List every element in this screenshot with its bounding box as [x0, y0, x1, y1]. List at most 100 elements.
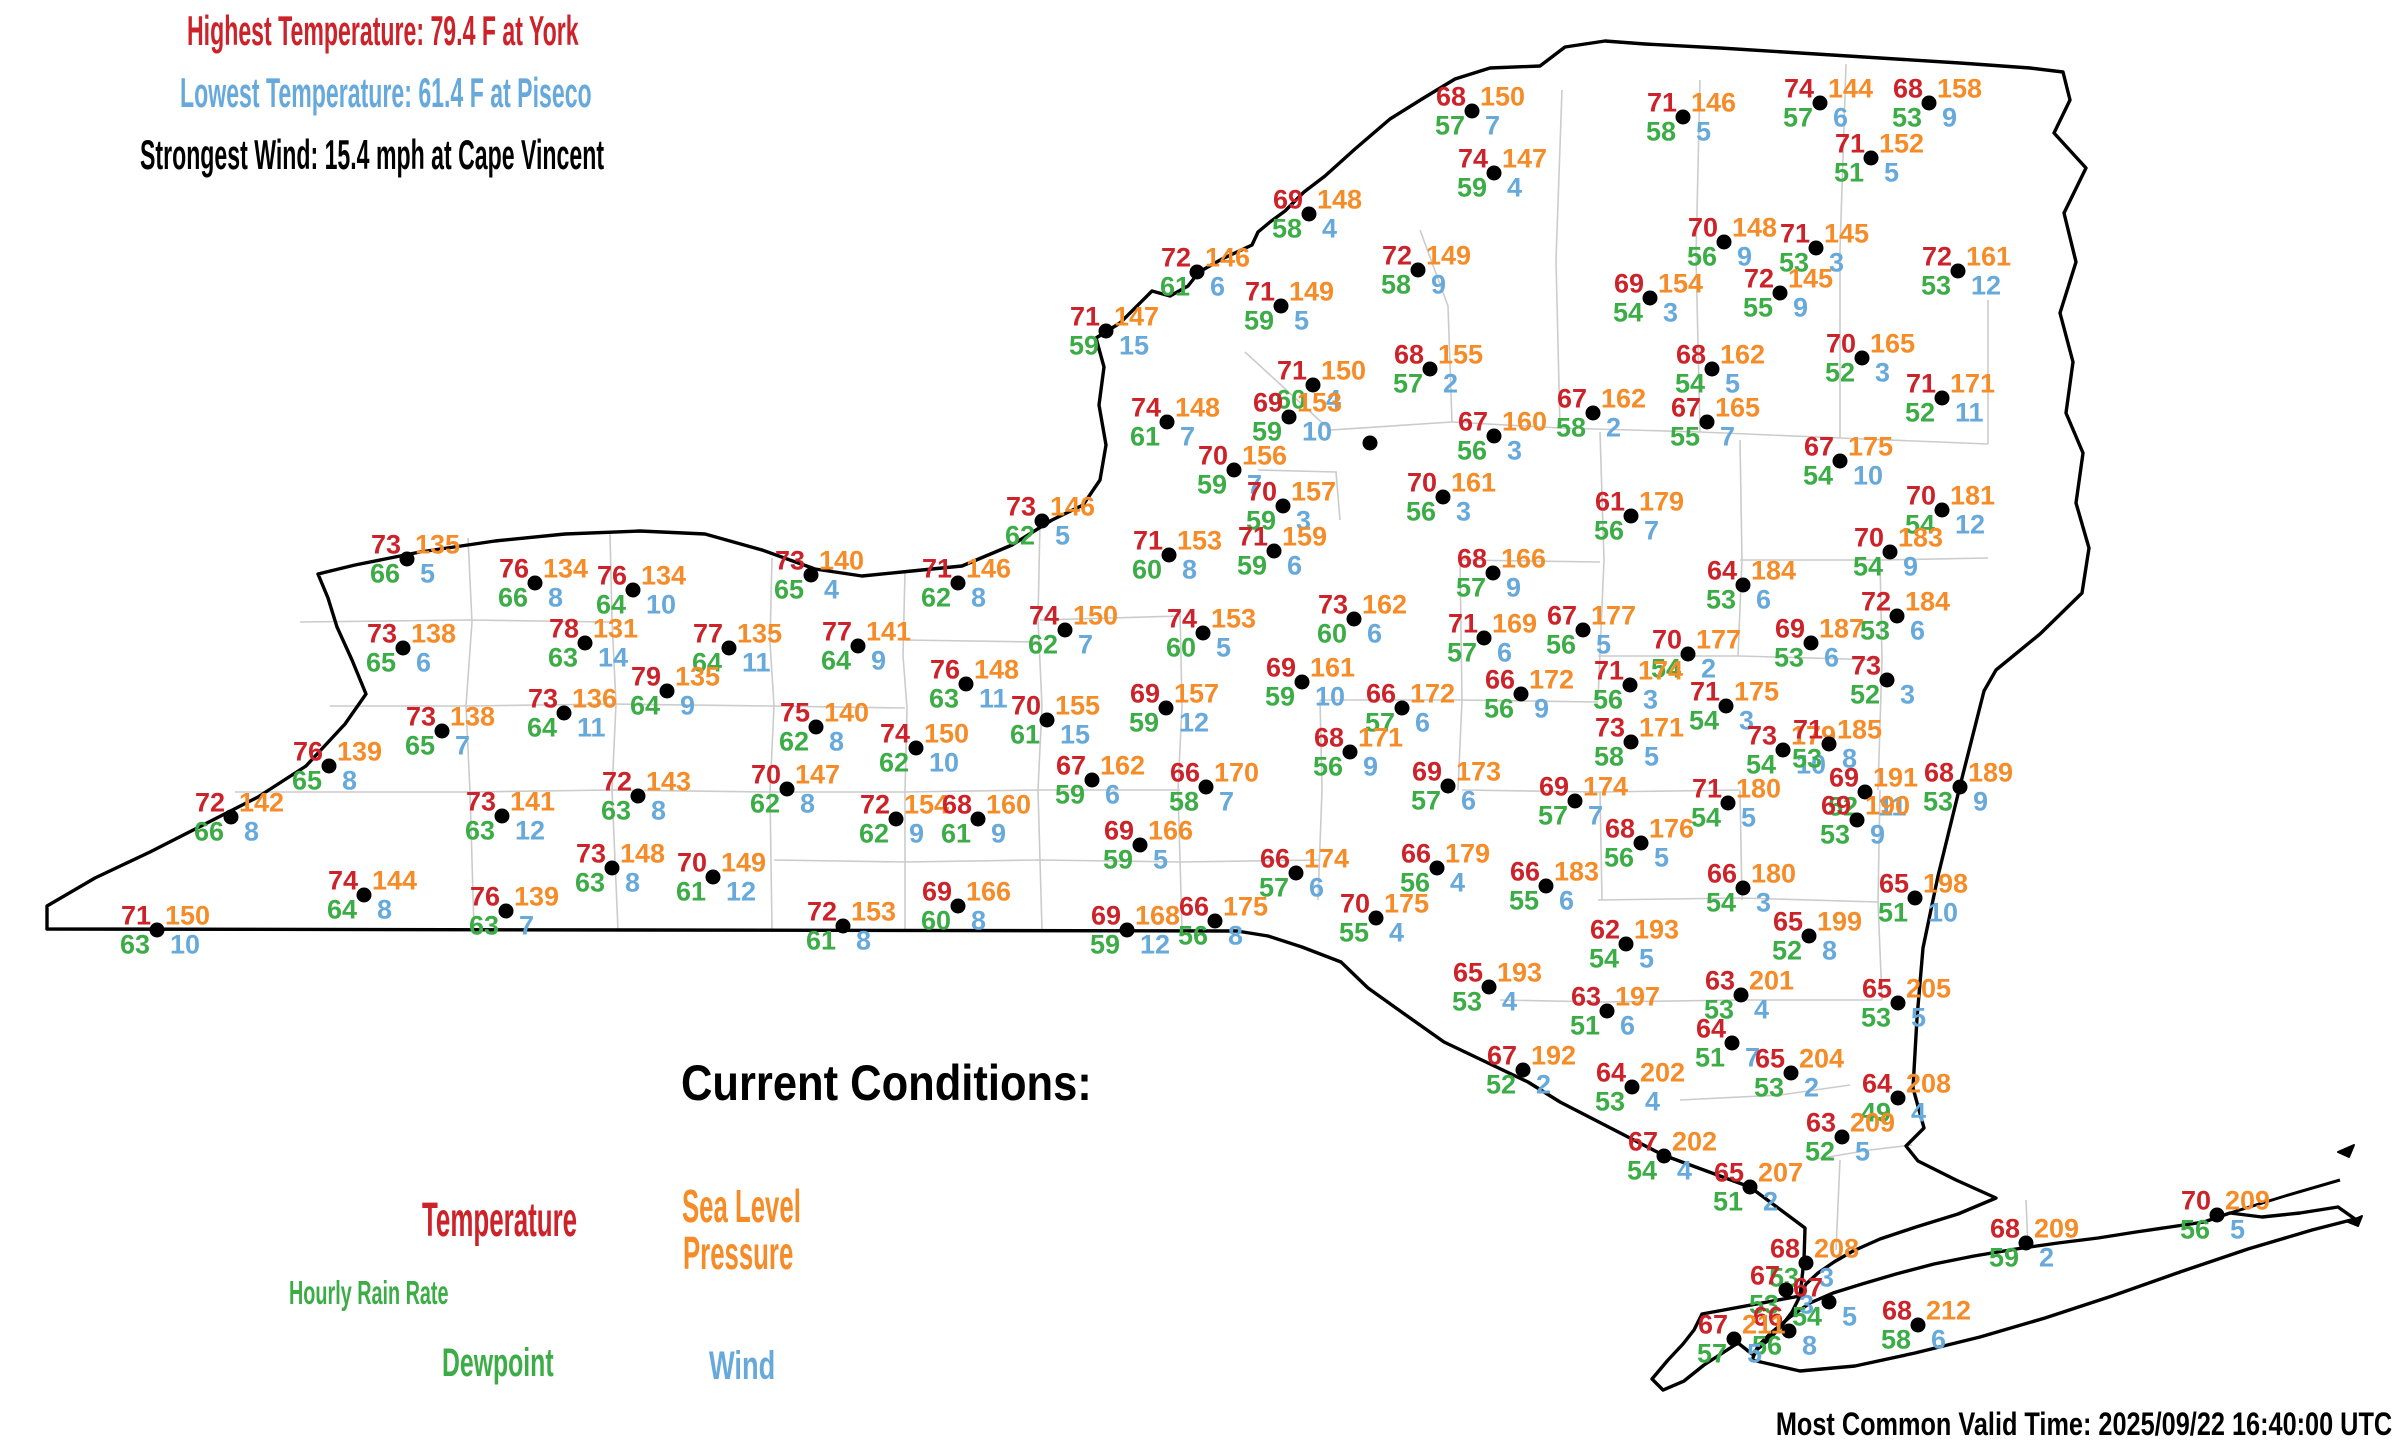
- station-pressure: 146: [1050, 491, 1096, 522]
- station-wind: 7: [1745, 1042, 1761, 1073]
- station-wind: 6: [1824, 642, 1840, 673]
- station-wind: 4: [1326, 384, 1342, 415]
- station-dewpoint: 53: [1819, 819, 1850, 850]
- station-wind: 6: [1415, 707, 1431, 738]
- station-wind: 7: [1588, 800, 1604, 831]
- station-dot: [1273, 298, 1289, 314]
- station-wind: 10: [1796, 749, 1827, 780]
- station-pressure: 175: [1734, 676, 1780, 707]
- station-temperature: 68: [1393, 339, 1424, 370]
- station-wind: 12: [515, 815, 546, 846]
- station-dot: [1808, 240, 1824, 256]
- station-wind: 3: [1643, 684, 1659, 715]
- station-pressure: 212: [1926, 1295, 1972, 1326]
- station-wind: 2: [1701, 653, 1717, 684]
- station-wind: 10: [1302, 416, 1333, 447]
- station-pressure: 202: [1672, 1126, 1718, 1157]
- station-dewpoint: 53: [1705, 584, 1736, 615]
- station-dot: [1890, 1090, 1906, 1106]
- station-wind: 9: [1793, 292, 1809, 323]
- station-temperature: 67: [1803, 431, 1834, 462]
- station-wind: 4: [1322, 213, 1338, 244]
- station-dewpoint: 62: [778, 726, 809, 757]
- station-temperature: 73: [575, 838, 606, 869]
- station-dot: [356, 887, 372, 903]
- station-temperature: 70: [750, 759, 781, 790]
- station-wind: 3: [1507, 435, 1523, 466]
- station-pressure: 202: [1640, 1057, 1686, 1088]
- station-temperature: 63: [1704, 965, 1735, 996]
- station-dewpoint: 62: [1004, 520, 1035, 551]
- station-wind: 5: [1842, 1301, 1858, 1332]
- station-pressure: 146: [1691, 87, 1737, 118]
- station-dewpoint: 61: [805, 925, 836, 956]
- station-dot: [1735, 880, 1751, 896]
- station-dewpoint: 54: [1852, 551, 1883, 582]
- station-dot: [1189, 264, 1205, 280]
- station-temperature: 70: [1853, 522, 1884, 553]
- station-temperature: 67: [1670, 392, 1701, 423]
- station-dot: [1485, 565, 1501, 581]
- station-pressure: 153: [851, 896, 897, 927]
- station-pressure: 145: [1824, 218, 1870, 249]
- station-dot: [1132, 837, 1148, 853]
- station-pressure: 140: [819, 545, 865, 576]
- station-dot: [577, 635, 593, 651]
- station-wind: 5: [1055, 520, 1071, 551]
- station-dewpoint: 53: [1773, 642, 1804, 673]
- station-dewpoint: 53: [1748, 1289, 1779, 1320]
- station-dot: [950, 898, 966, 914]
- station-dewpoint: 54: [1588, 943, 1619, 974]
- station-pressure: 166: [966, 876, 1012, 907]
- station-temperature: 74: [1783, 73, 1814, 104]
- station-wind: 10: [1853, 460, 1884, 491]
- station-temperature: 76: [596, 560, 627, 591]
- station-dewpoint: 56: [1686, 241, 1717, 272]
- station-pressure: 162: [1720, 339, 1766, 370]
- station-dot: [1803, 635, 1819, 651]
- station-temperature: 70: [1010, 690, 1041, 721]
- station-dot: [1435, 489, 1451, 505]
- strongest-wind-text: Strongest Wind: 15.4 mph at Cape Vincent: [140, 131, 605, 178]
- station-dewpoint: 51: [1569, 1010, 1600, 1041]
- station-pressure: 211: [1742, 1309, 1786, 1340]
- station-temperature: 65: [1861, 973, 1892, 1004]
- station-temperature: 69: [1828, 762, 1859, 793]
- station-wind: 12: [726, 876, 757, 907]
- station-wind: 7: [1078, 629, 1094, 660]
- county-boundaries: [235, 63, 2029, 1251]
- station-pressure: 190: [1865, 790, 1911, 821]
- station-temperature: 72: [1160, 242, 1191, 273]
- station-pressure: 144: [1828, 73, 1874, 104]
- station-wind: 10: [1315, 681, 1346, 712]
- station-dot: [1812, 95, 1828, 111]
- station-temperature: 64: [1861, 1068, 1892, 1099]
- station-pressure: 180: [1736, 773, 1782, 804]
- station-temperature: 65: [1452, 957, 1483, 988]
- station-dewpoint: 64: [595, 589, 626, 620]
- station-dot: [1486, 165, 1502, 181]
- station-temperature: 73: [1850, 650, 1881, 681]
- station-pressure: 204: [1799, 1043, 1845, 1074]
- station-wind: 8: [548, 582, 564, 613]
- station-dot: [434, 723, 450, 739]
- station-wind: 9: [991, 818, 1007, 849]
- station-wind: 6: [1620, 1010, 1636, 1041]
- station-dot: [1119, 922, 1135, 938]
- station-temperature: 69: [1103, 815, 1134, 846]
- station-wind: 4: [1450, 867, 1466, 898]
- station-dewpoint: 54: [1688, 705, 1719, 736]
- station-temperature: 72: [1860, 586, 1891, 617]
- station-wind: 9: [1534, 693, 1550, 724]
- station-pressure: 144: [372, 865, 418, 896]
- station-wind: 8: [377, 894, 393, 925]
- station-dewpoint: 63: [119, 929, 150, 960]
- station-temperature: 73: [774, 545, 805, 576]
- station-pressure: 150: [1321, 355, 1367, 386]
- station-temperature: 72: [859, 789, 890, 820]
- station-dewpoint: 57: [1258, 872, 1289, 903]
- station-dewpoint: 53: [1922, 786, 1953, 817]
- station-temperature: 71: [1244, 276, 1275, 307]
- station-dot: [1159, 414, 1175, 430]
- station-pressure: 165: [1715, 392, 1761, 423]
